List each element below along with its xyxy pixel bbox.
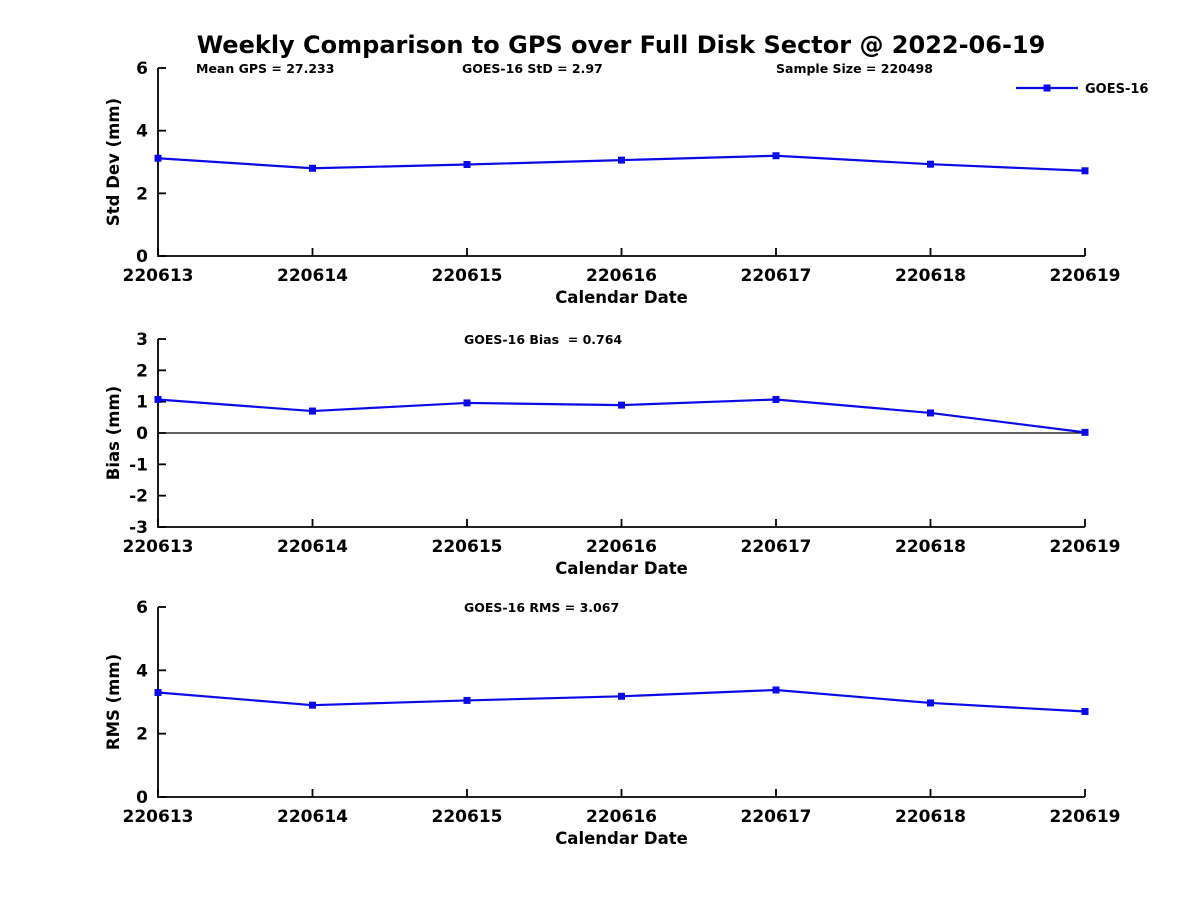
x-tick-label: 220617 (741, 266, 812, 286)
data-point-marker (618, 156, 625, 164)
data-point-marker (772, 395, 780, 403)
x-tick-label: 220616 (586, 266, 657, 286)
subplot-rms: 0 2 4 6 220613 220614 220615 220616 220617 220618… (104, 598, 1120, 848)
y-tick-label: 2 (136, 361, 148, 381)
data-point-marker (463, 696, 471, 704)
y-tick-label: -1 (129, 455, 148, 475)
x-tick-label: 220613 (123, 266, 194, 286)
data-point-marker (927, 409, 934, 417)
y-tick-label: 0 (136, 247, 148, 267)
y-tick-label: 3 (136, 330, 148, 350)
x-tick-label: 220619 (1050, 266, 1121, 286)
annotation: GOES-16 Bias = 0.764 (464, 332, 622, 347)
data-point-marker (309, 701, 316, 709)
y-tick-label: 1 (136, 393, 148, 413)
y-tick-label: 4 (136, 661, 148, 681)
x-axis-label: Calendar Date (555, 288, 688, 307)
annotation: Mean GPS = 27.233 (196, 61, 334, 76)
data-point-marker (463, 399, 471, 407)
data-point-marker (309, 164, 316, 172)
data-point-marker (463, 161, 471, 169)
x-tick-label: 220618 (895, 537, 966, 557)
legend-label: GOES-16 (1085, 82, 1148, 97)
legend: GOES-16 (1016, 82, 1148, 97)
y-tick-label: 2 (136, 184, 148, 204)
data-point-marker (618, 692, 625, 700)
y-axis-label: Std Dev (mm) (104, 98, 123, 226)
data-point-marker (1081, 428, 1089, 436)
annotation: Sample Size = 220498 (776, 61, 933, 76)
x-axis-label: Calendar Date (555, 559, 688, 578)
x-tick-label: 220617 (741, 807, 812, 827)
axis-spine (157, 607, 1085, 798)
y-tick-label: 2 (136, 725, 148, 745)
x-tick-label: 220614 (277, 807, 348, 827)
data-point-marker (772, 686, 780, 694)
legend-marker (1043, 84, 1051, 92)
y-tick-label: 4 (136, 122, 148, 142)
x-tick-label: 220615 (432, 266, 503, 286)
y-tick-label: 6 (136, 59, 148, 79)
y-axis-label: RMS (mm) (104, 654, 123, 750)
y-tick-label: -3 (129, 518, 148, 538)
annotation: GOES-16 RMS = 3.067 (464, 600, 619, 615)
x-tick-label: 220613 (123, 807, 194, 827)
x-tick-label: 220617 (741, 537, 812, 557)
y-tick-label: 0 (136, 424, 148, 444)
subplot-bias: -3 -2 -1 0 1 2 3 220613 220614 220615 220616 220617… (104, 330, 1120, 578)
x-tick-label: 220616 (586, 537, 657, 557)
x-axis-label: Calendar Date (555, 829, 688, 848)
y-axis-label: Bias (mm) (104, 386, 123, 480)
x-tick-label: 220616 (586, 807, 657, 827)
x-tick-label: 220618 (895, 807, 966, 827)
x-tick-label: 220614 (277, 537, 348, 557)
annotation: GOES-16 StD = 2.97 (462, 61, 603, 76)
x-tick-label: 220619 (1050, 537, 1121, 557)
y-tick-label: -2 (129, 487, 148, 507)
x-tick-label: 220613 (123, 537, 194, 557)
data-point-marker (927, 160, 934, 168)
y-tick-label: 6 (136, 598, 148, 618)
data-point-marker (618, 401, 625, 409)
data-point-marker (1081, 167, 1089, 175)
x-tick-label: 220615 (432, 537, 503, 557)
x-tick-label: 220619 (1050, 807, 1121, 827)
data-point-marker (1081, 708, 1089, 715)
y-tick-label: 0 (136, 788, 148, 808)
x-tick-label: 220614 (277, 266, 348, 286)
figure-title: Weekly Comparison to GPS over Full Disk … (197, 31, 1046, 59)
data-point-marker (309, 407, 316, 415)
data-point-marker (154, 395, 162, 403)
data-point-marker (154, 689, 162, 696)
subplot-std-dev: 0 2 4 6 220613 220614 220615 220616 220617 220618… (104, 59, 1148, 307)
data-point-marker (772, 152, 780, 160)
data-point-marker (154, 154, 162, 162)
x-tick-label: 220618 (895, 266, 966, 286)
data-point-marker (927, 699, 934, 707)
x-tick-label: 220615 (432, 807, 503, 827)
